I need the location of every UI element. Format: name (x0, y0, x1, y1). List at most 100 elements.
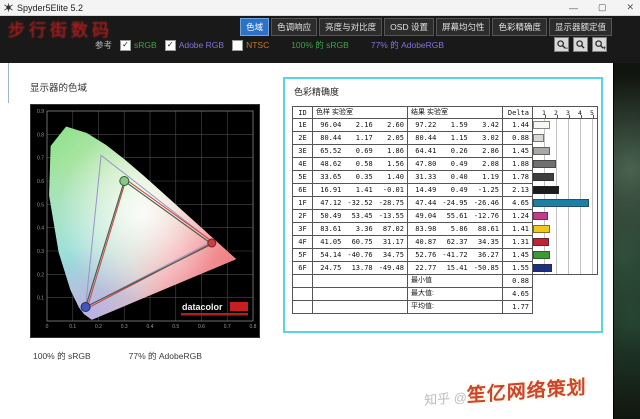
summary-empty (313, 288, 408, 301)
checkbox-box: ✓ (120, 39, 132, 51)
icon-sign: − (564, 46, 568, 52)
result-lab-values: 49.04 55.61 -12.76 (408, 210, 503, 223)
sample-value: 16.91 (320, 186, 342, 194)
sample-lab-values: 24.75 13.78 -49.48 (313, 262, 408, 275)
checkbox-label: sRGB (134, 40, 157, 50)
delta-bar (533, 121, 551, 129)
header-id: ID (293, 106, 313, 119)
summary-label: 最大值: (408, 288, 503, 301)
sample-value: 48.62 (320, 160, 342, 168)
result-value: -12.76 (473, 212, 499, 220)
delta-e-value: 1.44 (503, 119, 533, 132)
svg-text:0.4: 0.4 (37, 226, 44, 232)
maximize-button[interactable]: ▢ (597, 2, 607, 12)
minimize-button[interactable]: — (568, 2, 578, 13)
row-id: 2E (293, 132, 313, 145)
tab-1[interactable]: 色域 (240, 18, 270, 36)
sample-value: 96.04 (320, 121, 342, 129)
sample-value: 2.60 (387, 121, 404, 129)
sample-value: 87.02 (382, 225, 404, 233)
magnifier-icon[interactable] (573, 37, 588, 52)
green-primary-dot (119, 176, 130, 186)
gamut-stat: 100% 的 sRGB (291, 40, 349, 50)
checkbox-srgb[interactable]: ✓ sRGB (120, 39, 157, 51)
sample-value: -0.01 (382, 186, 404, 194)
blue-primary-dot (80, 302, 91, 312)
datacolor-logo: datacolor (181, 302, 248, 316)
table-row: 6E 16.91 1.41 -0.01 14.49 0.49 -1.25 2.13 (293, 184, 598, 197)
magnifier-plus-icon[interactable]: + (592, 37, 607, 52)
svg-text:0.3: 0.3 (37, 249, 44, 255)
close-button[interactable]: ✕ (626, 2, 634, 12)
sample-value: 54.14 (320, 251, 342, 259)
result-value: 40.87 (415, 238, 437, 246)
delta-e-value: 1.88 (503, 158, 533, 171)
sample-value: 1.41 (355, 186, 373, 194)
svg-text:0.6: 0.6 (37, 179, 44, 185)
result-value: 14.49 (415, 186, 437, 194)
tab-3[interactable]: 亮度与对比度 (319, 18, 383, 36)
checkbox-ntsc[interactable]: NTSC (232, 39, 269, 51)
svg-text:0.5: 0.5 (172, 324, 179, 330)
svg-text:0.6: 0.6 (198, 324, 205, 330)
result-value: 1.59 (450, 121, 468, 129)
delta-e-value: 1.78 (503, 171, 533, 184)
magnifier-minus-icon[interactable]: − (554, 37, 569, 52)
sample-value: 2.16 (355, 121, 373, 129)
summary-label: 平均值: (408, 301, 503, 314)
scale-label: 2 (554, 109, 558, 117)
delta-bar (533, 147, 551, 155)
delta-e-value: 2.13 (503, 184, 533, 197)
sample-value: 24.75 (320, 264, 342, 272)
summary-empty (313, 275, 408, 288)
watermark-red-text: 步行街数码 (8, 21, 113, 40)
sample-value: 1.40 (387, 173, 404, 181)
row-id: 1E (293, 119, 313, 132)
result-value: 0.26 (450, 147, 468, 155)
result-value: 34.35 (477, 238, 499, 246)
sample-value: 1.86 (387, 147, 404, 155)
sample-lab-values: 96.04 2.16 2.60 (313, 119, 408, 132)
sample-value: 0.69 (355, 147, 373, 155)
row-id: 4E (293, 158, 313, 171)
result-value: 83.98 (415, 225, 437, 233)
row-id: 6F (293, 262, 313, 275)
result-value: 2.86 (482, 147, 499, 155)
delta-e-value: 1.45 (503, 145, 533, 158)
checkbox-adobe-rgb[interactable]: ✓ Adobe RGB (164, 39, 224, 51)
tab-4[interactable]: OSD 设置 (384, 18, 434, 36)
header-delta: Delta E (503, 106, 533, 119)
tab-5[interactable]: 屏幕均匀性 (435, 18, 491, 36)
delta-bar-cell (533, 197, 598, 210)
delta-e-value: 1.24 (503, 210, 533, 223)
result-value: 0.49 (450, 160, 468, 168)
summary-label: 最小值 (408, 275, 503, 288)
reference-label: 参考 (95, 40, 113, 50)
row-id: 1F (293, 197, 313, 210)
adobergb-caption: 77% 的 AdobeRGB (128, 351, 202, 361)
tab-2[interactable]: 色调响应 (271, 18, 318, 36)
result-value: 3.02 (482, 134, 499, 142)
row-id: 2F (293, 210, 313, 223)
sample-value: 0.58 (355, 160, 373, 168)
sample-lab-values: 54.14 -40.76 34.75 (313, 249, 408, 262)
result-value: 47.44 (415, 199, 437, 207)
row-id: 5F (293, 249, 313, 262)
sample-value: -32.52 (347, 199, 373, 207)
sample-value: 2.05 (387, 134, 404, 142)
result-lab-values: 80.44 1.15 3.02 (408, 132, 503, 145)
sample-value: 0.35 (355, 173, 373, 181)
tab-bar: 色域 色调响应 亮度与对比度 OSD 设置 屏幕均匀性 色彩精确度 显示器额定值 (240, 18, 612, 36)
delta-bar-cell (533, 249, 598, 262)
svg-text:0.8: 0.8 (250, 324, 257, 330)
result-lab-values: 14.49 0.49 -1.25 (408, 184, 503, 197)
tab-6[interactable]: 色彩精确度 (492, 18, 547, 36)
row-id: 6E (293, 184, 313, 197)
table-row: 3E 65.52 0.69 1.86 64.41 0.26 2.86 1.45 (293, 145, 598, 158)
delta-bar (533, 264, 552, 272)
scale-label: 1 (542, 109, 546, 117)
result-value: -41.72 (442, 251, 468, 259)
tab-7[interactable]: 显示器额定值 (548, 18, 612, 36)
svg-text:0.4: 0.4 (147, 324, 154, 330)
